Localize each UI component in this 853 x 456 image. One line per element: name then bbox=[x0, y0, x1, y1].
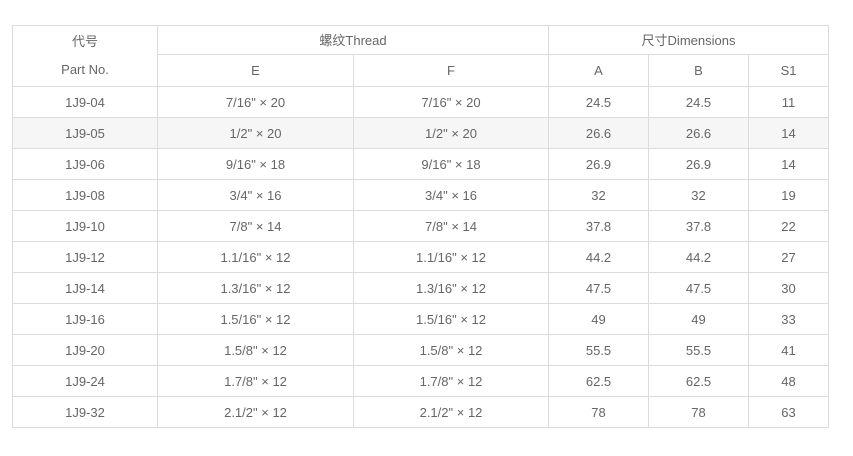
dim-b-cell: 49 bbox=[648, 303, 750, 335]
part-no-cell: 1J9-08 bbox=[12, 179, 158, 211]
part-no-cell: 1J9-06 bbox=[12, 148, 158, 180]
thread-e-cell: 9/16" × 18 bbox=[157, 148, 354, 180]
header-sub-row: E F A B S1 bbox=[13, 53, 830, 88]
part-no-cell: 1J9-10 bbox=[12, 210, 158, 242]
thread-f-cell: 1/2" × 20 bbox=[352, 117, 550, 149]
thread-e-cell: 1.5/16" × 12 bbox=[157, 303, 354, 335]
table-row: 1J9-10 7/8" × 14 7/8" × 14 37.8 37.8 22 bbox=[12, 210, 830, 242]
dim-b-cell: 26.9 bbox=[648, 148, 750, 180]
header-col-f: F bbox=[352, 53, 550, 88]
header-col-a: A bbox=[548, 53, 650, 88]
header-col-e: E bbox=[157, 53, 354, 88]
header-thread-group: 螺纹Thread bbox=[156, 25, 550, 55]
thread-e-cell: 1/2" × 20 bbox=[157, 117, 354, 149]
dim-b-cell: 44.2 bbox=[648, 241, 750, 273]
thread-f-cell: 1.7/8" × 12 bbox=[352, 365, 550, 397]
part-no-cell: 1J9-14 bbox=[12, 272, 158, 304]
thread-e-cell: 1.7/8" × 12 bbox=[157, 365, 354, 397]
thread-f-cell: 7/16" × 20 bbox=[352, 86, 550, 118]
part-no-cell: 1J9-16 bbox=[12, 303, 158, 335]
dim-s1-cell: 63 bbox=[748, 396, 830, 428]
dim-b-cell: 55.5 bbox=[648, 334, 750, 366]
dim-a-cell: 32 bbox=[548, 179, 650, 211]
dim-a-cell: 24.5 bbox=[548, 86, 650, 118]
dim-b-cell: 47.5 bbox=[648, 272, 750, 304]
header-col-b: B bbox=[648, 53, 750, 88]
table-row: 1J9-14 1.3/16" × 12 1.3/16" × 12 47.5 47… bbox=[12, 272, 830, 304]
dim-b-cell: 26.6 bbox=[648, 117, 750, 149]
thread-f-cell: 3/4" × 16 bbox=[352, 179, 550, 211]
part-no-cell: 1J9-20 bbox=[12, 334, 158, 366]
thread-f-cell: 1.1/16" × 12 bbox=[352, 241, 550, 273]
dim-b-cell: 62.5 bbox=[648, 365, 750, 397]
header-dimensions-group: 尺寸Dimensions bbox=[548, 25, 830, 55]
dim-s1-cell: 19 bbox=[748, 179, 830, 211]
thread-e-cell: 1.3/16" × 12 bbox=[157, 272, 354, 304]
thread-e-cell: 1.5/8" × 12 bbox=[157, 334, 354, 366]
thread-e-cell: 1.1/16" × 12 bbox=[157, 241, 354, 273]
header-part-no-cn: 代号 bbox=[71, 34, 98, 49]
table-row: 1J9-05 1/2" × 20 1/2" × 20 26.6 26.6 14 bbox=[12, 117, 830, 149]
table-row: 1J9-12 1.1/16" × 12 1.1/16" × 12 44.2 44… bbox=[12, 241, 830, 273]
header-col-s1: S1 bbox=[748, 53, 830, 88]
dim-b-cell: 24.5 bbox=[648, 86, 750, 118]
dim-b-cell: 78 bbox=[648, 396, 750, 428]
thread-f-cell: 9/16" × 18 bbox=[352, 148, 550, 180]
dim-a-cell: 78 bbox=[548, 396, 650, 428]
header-part-no: 代号 Part No. bbox=[12, 25, 158, 87]
part-no-cell: 1J9-24 bbox=[12, 365, 158, 397]
table-row: 1J9-04 7/16" × 20 7/16" × 20 24.5 24.5 1… bbox=[12, 86, 830, 118]
thread-f-cell: 2.1/2" × 12 bbox=[352, 396, 550, 428]
dim-s1-cell: 22 bbox=[748, 210, 830, 242]
dim-a-cell: 62.5 bbox=[548, 365, 650, 397]
part-no-cell: 1J9-04 bbox=[12, 86, 158, 118]
parts-spec-table: 代号 Part No. 螺纹Thread 尺寸Dimensions E F A … bbox=[12, 25, 830, 428]
dim-a-cell: 44.2 bbox=[548, 241, 650, 273]
thread-e-cell: 2.1/2" × 12 bbox=[157, 396, 354, 428]
table-row: 1J9-20 1.5/8" × 12 1.5/8" × 12 55.5 55.5… bbox=[12, 334, 830, 366]
header-group-row: 代号 Part No. 螺纹Thread 尺寸Dimensions bbox=[12, 25, 830, 87]
dim-a-cell: 26.6 bbox=[548, 117, 650, 149]
table-row: 1J9-06 9/16" × 18 9/16" × 18 26.9 26.9 1… bbox=[12, 148, 830, 180]
dim-s1-cell: 11 bbox=[748, 86, 830, 118]
table-row: 1J9-16 1.5/16" × 12 1.5/16" × 12 49 49 3… bbox=[12, 303, 830, 335]
table-row: 1J9-08 3/4" × 16 3/4" × 16 32 32 19 bbox=[12, 179, 830, 211]
part-no-cell: 1J9-12 bbox=[12, 241, 158, 273]
part-no-cell: 1J9-05 bbox=[12, 117, 158, 149]
table-row: 1J9-24 1.7/8" × 12 1.7/8" × 12 62.5 62.5… bbox=[12, 365, 830, 397]
thread-e-cell: 3/4" × 16 bbox=[157, 179, 354, 211]
dim-a-cell: 37.8 bbox=[548, 210, 650, 242]
header-part-no-en: Part No. bbox=[61, 62, 109, 77]
dim-s1-cell: 30 bbox=[748, 272, 830, 304]
dim-b-cell: 37.8 bbox=[648, 210, 750, 242]
dim-s1-cell: 33 bbox=[748, 303, 830, 335]
thread-e-cell: 7/16" × 20 bbox=[157, 86, 354, 118]
dim-b-cell: 32 bbox=[648, 179, 750, 211]
dim-a-cell: 47.5 bbox=[548, 272, 650, 304]
dim-s1-cell: 27 bbox=[748, 241, 830, 273]
dim-s1-cell: 41 bbox=[748, 334, 830, 366]
thread-f-cell: 1.5/16" × 12 bbox=[352, 303, 550, 335]
dim-s1-cell: 14 bbox=[748, 148, 830, 180]
thread-f-cell: 7/8" × 14 bbox=[352, 210, 550, 242]
thread-f-cell: 1.3/16" × 12 bbox=[352, 272, 550, 304]
thread-f-cell: 1.5/8" × 12 bbox=[352, 334, 550, 366]
dim-a-cell: 49 bbox=[548, 303, 650, 335]
dim-s1-cell: 14 bbox=[748, 117, 830, 149]
part-no-cell: 1J9-32 bbox=[12, 396, 158, 428]
dim-a-cell: 55.5 bbox=[548, 334, 650, 366]
table-row: 1J9-32 2.1/2" × 12 2.1/2" × 12 78 78 63 bbox=[12, 396, 830, 428]
dim-s1-cell: 48 bbox=[748, 365, 830, 397]
dim-a-cell: 26.9 bbox=[548, 148, 650, 180]
thread-e-cell: 7/8" × 14 bbox=[157, 210, 354, 242]
